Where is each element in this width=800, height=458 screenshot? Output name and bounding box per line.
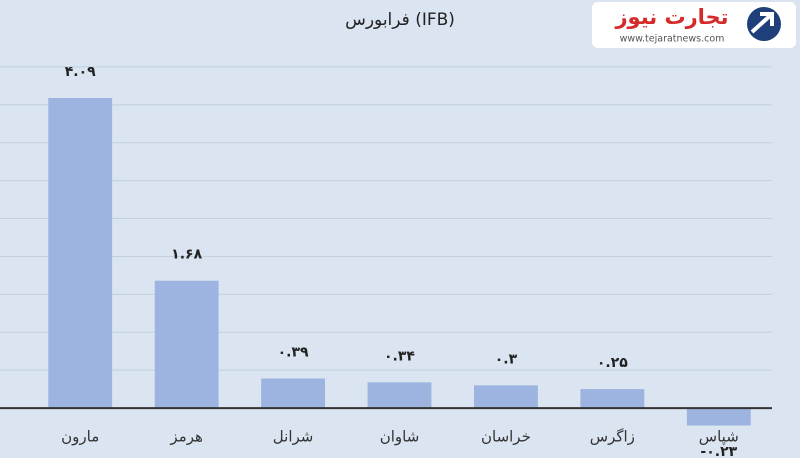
data-label: ۰.۲۵ [597,355,628,371]
bar [686,408,751,426]
x-tick-label: خراسان [481,428,531,446]
bar [367,382,432,409]
logo-box [592,2,796,48]
chart-title: فرابورس (IFB) [345,10,455,30]
bar [261,378,325,409]
bar [474,385,538,409]
data-label: ۱.۶۸ [171,247,202,263]
data-label: ۰.۳۹ [278,345,309,361]
x-tick-label: شپاس [699,428,739,447]
data-label: -۰.۲۳ [700,444,737,458]
x-tick-label: مارون [61,428,99,446]
data-label: ۰.۳ [495,351,518,367]
bar [48,97,113,409]
data-label: ۰.۳۴ [384,348,415,364]
logo-url: www.tejaratnews.com [620,34,725,45]
x-tick-label: زاگرس [590,428,635,446]
bar [154,280,219,409]
data-label: ۴.۰۹ [65,64,96,80]
x-tick-label: هرمز [169,428,203,446]
x-tick-label: شرانل [273,428,314,446]
logo: تجارت نیوز www.tejaratnews.com [592,2,796,48]
x-tick-label: شاوان [380,428,420,446]
bar [580,389,645,409]
logo-text: تجارت نیوز [614,5,728,29]
logo-arrow [750,12,774,34]
